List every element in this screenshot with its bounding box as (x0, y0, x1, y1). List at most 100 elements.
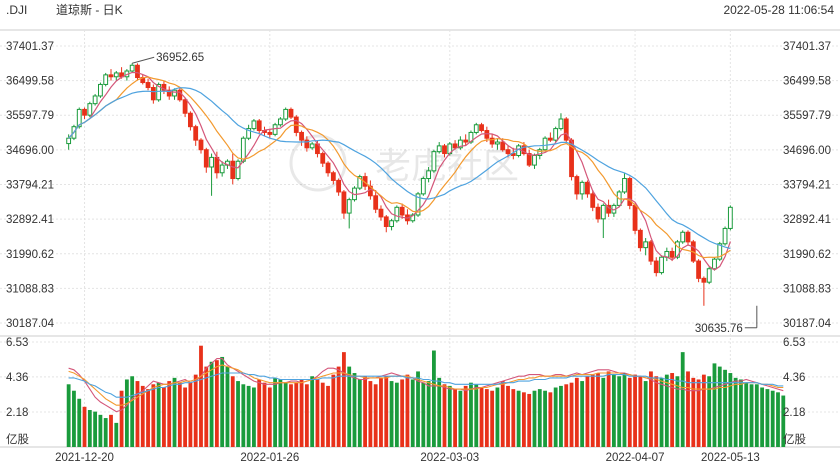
volume-bar (649, 371, 653, 447)
volume-bar (124, 379, 129, 447)
candle-body (172, 89, 177, 97)
volume-bar (93, 411, 98, 447)
volume-bar (236, 381, 240, 447)
volume-bar (146, 389, 150, 447)
date-tick-label: 2022-03-03 (420, 452, 479, 464)
volume-bar (98, 414, 103, 447)
volume-ma-line (68, 364, 784, 406)
volume-bar (188, 382, 193, 447)
volume-bar (167, 381, 172, 447)
candle-body (680, 231, 686, 243)
candle-body (272, 124, 278, 135)
volume-bar (559, 385, 563, 447)
volume-bar (691, 377, 696, 447)
volume-bar (267, 387, 272, 447)
candle-body (442, 145, 447, 155)
volume-bar (590, 374, 595, 447)
volume-bar (326, 385, 330, 447)
watermark: 老虎社区 (289, 134, 519, 192)
volume-bar (294, 382, 299, 447)
volume-bar (717, 366, 722, 447)
volume-bar (495, 387, 500, 447)
candle-body (706, 268, 712, 283)
candle-body (373, 195, 379, 210)
candle-body (452, 143, 458, 149)
candle-body (415, 193, 421, 216)
volume-bar (363, 376, 367, 447)
volume-bar (760, 387, 765, 447)
volume-bar (548, 392, 553, 447)
volume-bar (723, 369, 727, 447)
candle-body (135, 64, 140, 79)
date-tick-label: 2022-04-07 (606, 452, 665, 464)
volume-bar (119, 390, 124, 447)
volume-bar (770, 390, 775, 447)
high-callout-line (132, 56, 155, 64)
volume-bar (527, 393, 532, 447)
candle-body (92, 95, 98, 105)
candle-body (330, 172, 336, 181)
volume-bar (675, 376, 680, 447)
volume-bar (246, 385, 251, 447)
candle-body (643, 241, 649, 249)
candle-body (304, 139, 310, 149)
volume-bar (744, 382, 749, 447)
volume-moving-averages (68, 358, 784, 413)
candle-body (161, 83, 167, 91)
volume-bar (458, 390, 463, 447)
grid (0, 30, 840, 447)
volume-bar (453, 389, 457, 447)
volume-ma-line (68, 372, 784, 398)
candle-body (150, 87, 156, 101)
left-price-axis: 37401.37 36499.58 35597.79 34696.00 33794.21… (6, 41, 55, 446)
candle-body (82, 108, 87, 116)
volume-bar (776, 392, 780, 447)
low-callout-label: 30635.76 (695, 323, 743, 335)
candle-body (182, 99, 188, 114)
volume-bar (643, 381, 648, 447)
volume-bar (696, 379, 701, 447)
volume-bar (262, 382, 267, 447)
volume-bars (66, 345, 786, 447)
volume-bar (474, 384, 479, 447)
volume-bar (82, 406, 87, 447)
price-tick-label: 35597.79 (6, 110, 54, 122)
volume-bar (352, 373, 357, 447)
volume-tick-label: 6.53 (6, 337, 28, 349)
candle-body (235, 160, 241, 180)
volume-bar (712, 363, 717, 447)
volume-bar (765, 389, 770, 447)
volume-tick-label: 4.36 (783, 372, 805, 384)
volume-bar (273, 377, 278, 447)
volume-bar (479, 387, 484, 447)
volume-bar (379, 377, 383, 447)
volume-bar (177, 382, 182, 447)
volume-bar (500, 381, 505, 447)
volume-bar (72, 390, 76, 447)
volume-bar (103, 418, 108, 447)
volume-bar (543, 390, 547, 447)
candle-body (325, 162, 331, 174)
volume-bar (209, 361, 214, 447)
ticker-symbol: .DJI (6, 3, 27, 17)
candle-body (722, 227, 728, 245)
candle-body (537, 149, 543, 156)
volume-bar (130, 376, 135, 447)
price-tick-label: 35597.79 (783, 110, 831, 122)
volume-bar (611, 374, 616, 447)
volume-bar (638, 376, 643, 447)
volume-bar (484, 389, 489, 447)
volume-bar (225, 366, 230, 447)
candle-body (309, 143, 315, 149)
candle-body (479, 124, 484, 132)
candle-body (579, 181, 585, 195)
date-tick-label: 2021-12-20 (55, 452, 114, 464)
candle-body (129, 64, 135, 72)
volume-bar (336, 366, 341, 447)
candle-body (389, 220, 394, 228)
volume-bar (553, 387, 558, 447)
candle-body (378, 208, 384, 218)
volume-bar (310, 376, 315, 447)
volume-bar (432, 350, 436, 447)
